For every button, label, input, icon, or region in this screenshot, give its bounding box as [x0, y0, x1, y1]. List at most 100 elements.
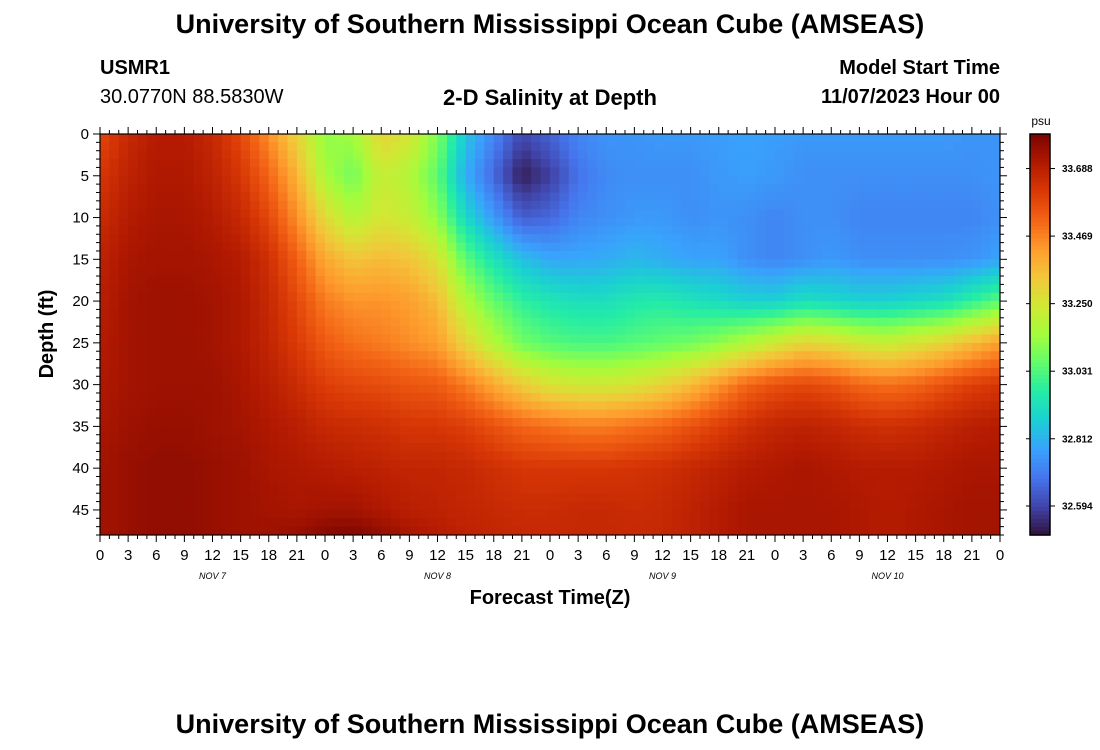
- heatmap-cell: [381, 367, 392, 377]
- heatmap-cell: [559, 317, 570, 327]
- heatmap-cell: [156, 526, 167, 535]
- heatmap-cell: [203, 376, 214, 386]
- heatmap-cell: [203, 518, 214, 528]
- heatmap-cell: [718, 342, 729, 352]
- heatmap-cell: [334, 309, 345, 319]
- heatmap-cell: [221, 434, 232, 444]
- heatmap-cell: [981, 476, 992, 486]
- heatmap-cell: [765, 192, 776, 202]
- heatmap-cell: [831, 476, 842, 486]
- heatmap-cell: [465, 509, 476, 519]
- heatmap-cell: [700, 217, 710, 227]
- heatmap-cell: [793, 493, 804, 503]
- heatmap-cell: [831, 326, 842, 336]
- heatmap-cell: [812, 526, 823, 535]
- heatmap-cell: [165, 267, 176, 277]
- heatmap-cell: [606, 150, 617, 160]
- heatmap-cell: [550, 351, 560, 361]
- heatmap-cell: [653, 501, 664, 511]
- x-tick-label: 6: [152, 547, 160, 564]
- heatmap-cell: [109, 284, 120, 294]
- heatmap-cell: [906, 392, 917, 402]
- heatmap-cell: [231, 418, 242, 427]
- heatmap-cell: [878, 392, 889, 402]
- heatmap-cell: [953, 175, 964, 185]
- heatmap-cell: [868, 259, 879, 269]
- heatmap-cell: [671, 392, 682, 402]
- heatmap-cell: [578, 175, 589, 185]
- heatmap-cell: [475, 150, 485, 160]
- heatmap-cell: [943, 367, 954, 377]
- heatmap-cell: [268, 184, 279, 194]
- heatmap-cell: [634, 200, 645, 210]
- heatmap-cell: [446, 493, 457, 503]
- heatmap-cell: [446, 334, 457, 344]
- heatmap-cell: [765, 234, 776, 244]
- heatmap-cell: [118, 209, 129, 219]
- heatmap-cell: [268, 250, 279, 260]
- heatmap-cell: [746, 401, 757, 411]
- heatmap-cell: [709, 434, 720, 444]
- heatmap-cell: [521, 192, 532, 202]
- heatmap-cell: [334, 409, 345, 419]
- heatmap-cell: [400, 234, 410, 244]
- heatmap-cell: [990, 426, 1000, 436]
- heatmap-cell: [343, 526, 354, 535]
- heatmap-cell: [681, 351, 692, 361]
- heatmap-cell: [906, 409, 917, 419]
- heatmap-cell: [784, 359, 795, 369]
- heatmap-cell: [971, 459, 982, 469]
- heatmap-cell: [400, 192, 410, 202]
- heatmap-cell: [896, 501, 907, 511]
- heatmap-cell: [625, 242, 635, 252]
- heatmap-cell: [662, 376, 673, 386]
- heatmap-cell: [634, 367, 645, 377]
- heatmap-cell: [625, 526, 635, 535]
- heatmap-cell: [906, 301, 917, 311]
- heatmap-cell: [250, 392, 260, 402]
- heatmap-cell: [128, 418, 139, 427]
- heatmap-cell: [343, 359, 354, 369]
- heatmap-cell: [175, 342, 185, 352]
- heatmap-cell: [700, 451, 710, 461]
- heatmap-cell: [812, 217, 823, 227]
- heatmap-cell: [971, 184, 982, 194]
- heatmap-cell: [568, 192, 579, 202]
- heatmap-cell: [437, 392, 448, 402]
- heatmap-cell: [278, 501, 289, 511]
- heatmap-cell: [362, 434, 373, 444]
- heatmap-cell: [896, 217, 907, 227]
- heatmap-cell: [634, 242, 645, 252]
- heatmap-cell: [128, 518, 139, 528]
- day-label: NOV 10: [871, 571, 903, 581]
- heatmap-cell: [606, 501, 617, 511]
- heatmap-cell: [568, 159, 579, 169]
- heatmap-cell: [793, 267, 804, 277]
- heatmap-cell: [137, 175, 148, 185]
- heatmap-cell: [756, 418, 767, 427]
- heatmap-cell: [634, 142, 645, 152]
- heatmap-cell: [100, 418, 110, 427]
- heatmap-cell: [428, 292, 439, 302]
- heatmap-cell: [409, 200, 420, 210]
- heatmap-cell: [146, 526, 157, 535]
- heatmap-cell: [840, 476, 851, 486]
- heatmap-cell: [690, 401, 701, 411]
- heatmap-cell: [643, 342, 654, 352]
- heatmap-cell: [446, 184, 457, 194]
- heatmap-cell: [737, 309, 748, 319]
- heatmap-cell: [484, 184, 495, 194]
- heatmap-cell: [278, 159, 289, 169]
- heatmap-cell: [709, 418, 720, 427]
- heatmap-cell: [971, 276, 982, 285]
- heatmap-cell: [690, 217, 701, 227]
- heatmap-cell: [868, 192, 879, 202]
- heatmap-cell: [156, 317, 167, 327]
- heatmap-cell: [418, 209, 429, 219]
- heatmap-cell: [962, 326, 973, 336]
- heatmap-cell: [606, 184, 617, 194]
- heatmap-cell: [156, 476, 167, 486]
- heatmap-cell: [512, 401, 523, 411]
- heatmap-cell: [596, 242, 607, 252]
- heatmap-cell: [643, 493, 654, 503]
